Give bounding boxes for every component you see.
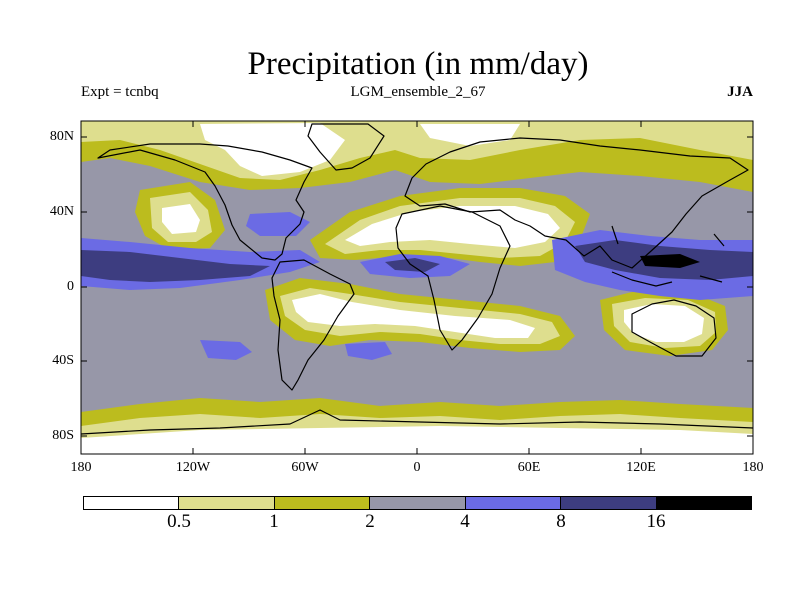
- colorbar-label-0-5: 0.5: [167, 511, 191, 532]
- colorbar-label-16: 16: [646, 511, 666, 532]
- lat-label-0: 0: [67, 279, 74, 294]
- coast-australia: [631, 299, 717, 357]
- lon-label-180w: 180: [70, 460, 92, 475]
- lon-label-0: 0: [413, 460, 421, 475]
- field-north-pacific-dry-white: [162, 204, 200, 234]
- lat-label-80n: 80N: [49, 129, 74, 144]
- coast-africa: [395, 205, 511, 351]
- field-antarctic-dry: [81, 426, 753, 454]
- colorbar: [83, 496, 752, 510]
- experiment-label: Expt = tcnbq: [81, 84, 159, 100]
- colorbar-label-1: 1: [269, 511, 279, 532]
- colorbar-swatch-lt-0-5: [84, 497, 180, 509]
- lon-label-60e: 60E: [517, 460, 541, 475]
- lat-ticks: [81, 136, 753, 437]
- lon-label-180e: 180: [742, 460, 764, 475]
- colorbar-swatch-1-2: [274, 497, 371, 509]
- field-itcz-east-pacific-dark: [81, 250, 270, 282]
- run-name-label: LGM_ensemble_2_67: [350, 84, 486, 100]
- colorbar-swatch-gt-16: [656, 497, 751, 509]
- coast-greenland: [307, 123, 385, 171]
- lon-label-60w: 60W: [291, 460, 319, 475]
- colorbar-label-4: 4: [460, 511, 470, 532]
- figure-title: Precipitation (in mm/day): [247, 46, 589, 82]
- coast-north-america: [97, 143, 313, 261]
- lat-label-80s: 80S: [52, 428, 74, 443]
- coast-islands: [611, 225, 725, 287]
- field-west-pacific-core: [640, 254, 700, 268]
- lat-label-40n: 40N: [49, 204, 74, 219]
- colorbar-swatch-8-16: [561, 497, 657, 509]
- colorbar-label-8: 8: [556, 511, 566, 532]
- colorbar-swatch-4-8: [465, 497, 562, 509]
- colorbar-swatch-0-5-1: [179, 497, 275, 509]
- lon-ticks: [80, 121, 754, 454]
- lon-label-120e: 120E: [626, 460, 656, 475]
- colorbar-swatch-2-4: [370, 497, 466, 509]
- field-south-atlantic-dry-white: [292, 294, 535, 338]
- field-southern-ocean-wet: [345, 342, 392, 360]
- coast-eurasia: [404, 137, 749, 269]
- lon-label-120w: 120W: [175, 460, 211, 475]
- coastlines: [81, 123, 753, 435]
- field-australia-dry-white: [624, 304, 704, 342]
- season-label: JJA: [727, 84, 753, 100]
- colorbar-label-2: 2: [365, 511, 375, 532]
- coast-antarctica: [81, 409, 753, 435]
- field-south-pacific-wet: [200, 340, 252, 360]
- coast-south-america: [271, 259, 355, 391]
- lat-label-40s: 40S: [52, 353, 74, 368]
